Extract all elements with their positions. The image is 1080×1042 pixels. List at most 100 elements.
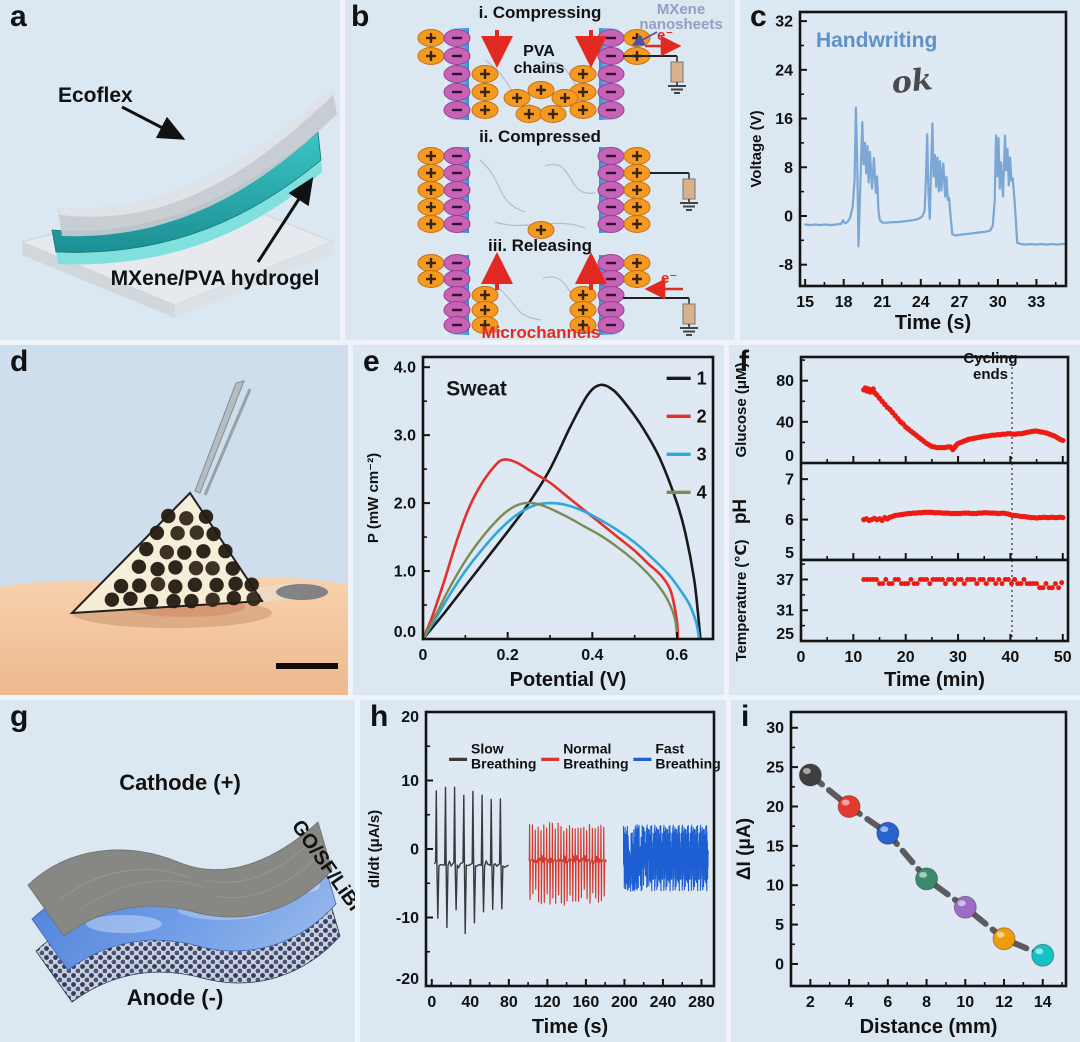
panel-g: g (0, 700, 367, 1042)
step-compressing-label: i. Compressing (479, 3, 602, 22)
anode-label: Anode (-) (127, 985, 224, 1010)
hydrogel-label: MXene/PVA hydrogel (111, 267, 320, 290)
step-compressed-label: ii. Compressed (479, 127, 601, 146)
breathing-signal-chart: 0 40 80 120 160 200 240 280 -20 -10 0 10 20 Time (s) d… (362, 702, 724, 1040)
svg-text:10: 10 (401, 773, 419, 790)
svg-text:2: 2 (697, 406, 707, 426)
step-releasing-label: iii. Releasing (488, 236, 592, 255)
panel-d: d (0, 345, 348, 695)
svg-text:0.6: 0.6 (666, 647, 688, 664)
svg-text:30: 30 (766, 720, 784, 737)
svg-text:4: 4 (845, 994, 854, 1011)
pva-label-line1: PVA (523, 43, 555, 60)
svg-text:ΔI (μA): ΔI (μA) (734, 818, 755, 880)
svg-text:37: 37 (776, 572, 794, 589)
svg-text:Fast: Fast (655, 740, 684, 756)
mechanism-diagram: i. Compressing MXene nanosheets PVA chai… (416, 1, 723, 342)
svg-text:200: 200 (611, 994, 638, 1011)
svg-text:Breathing: Breathing (655, 755, 720, 771)
svg-text:8: 8 (922, 994, 931, 1011)
svg-text:Time (s): Time (s) (532, 1016, 608, 1038)
svg-text:27: 27 (950, 294, 968, 311)
sweat-power-chart: 0 0.2 0.4 0.6 0.0 1.0 2.0 3.0 4.0 Potential (V) P … (361, 347, 721, 693)
svg-text:280: 280 (688, 994, 715, 1011)
svg-text:4: 4 (697, 482, 707, 502)
svg-text:5: 5 (775, 917, 784, 934)
svg-text:-10: -10 (396, 910, 419, 927)
panel-a: a Ecoflex MXene/PVA hydrogel (0, 0, 340, 340)
panel-i-label: i (741, 700, 750, 733)
handwriting-voltage-chart: 15 18 21 24 27 30 33 -8 0 8 16 24 32 Time (s) Voltage … (744, 4, 1076, 336)
svg-text:ok: ok (890, 62, 934, 101)
svg-text:40: 40 (1002, 649, 1020, 666)
svg-text:40: 40 (461, 994, 479, 1011)
panel-i: i 2 4 6 8 10 12 14 0 5 10 15 20 25 30 Distance (mm) ΔI … (731, 700, 1080, 1042)
svg-text:Time (s): Time (s) (895, 312, 971, 334)
panel-e: e 0 0.2 0.4 0.6 0.0 1.0 2.0 3.0 4.0 Potential (V)… (353, 345, 724, 695)
svg-text:6: 6 (785, 512, 794, 529)
svg-text:0: 0 (797, 649, 806, 666)
svg-text:Potential (V): Potential (V) (510, 669, 627, 691)
svg-text:18: 18 (835, 294, 853, 311)
cathode-label: Cathode (+) (119, 770, 241, 795)
svg-text:Voltage (V): Voltage (V) (748, 110, 765, 187)
svg-text:10: 10 (956, 994, 974, 1011)
svg-text:160: 160 (573, 994, 600, 1011)
svg-text:Temperature (℃): Temperature (℃) (733, 539, 750, 661)
svg-text:20: 20 (401, 709, 419, 726)
svg-text:16: 16 (775, 111, 793, 128)
ecoflex-highlight (58, 88, 333, 217)
mxene-label-line1: MXene (657, 1, 705, 18)
svg-text:-20: -20 (396, 971, 419, 988)
panel-a-label: a (10, 0, 27, 33)
svg-text:P (mW cm⁻²): P (mW cm⁻²) (365, 453, 382, 543)
svg-text:15: 15 (796, 294, 814, 311)
svg-text:pH: pH (730, 499, 751, 524)
svg-text:240: 240 (650, 994, 677, 1011)
cathode-layer (27, 821, 333, 937)
svg-text:Time (min): Time (min) (884, 669, 985, 691)
svg-text:0: 0 (784, 208, 793, 225)
svg-text:20: 20 (766, 799, 784, 816)
panel-c: c 15 18 21 24 27 30 33 -8 0 8 16 24 32 Time (s) Voltag… (740, 0, 1080, 340)
battery-layers-illustration: Cathode (+) GO/SF/LiBr Anode (-) (27, 770, 367, 1010)
electrode-dot-array (104, 508, 261, 609)
panel-c-label: c (750, 0, 767, 33)
hydrogel-front-edge (56, 158, 322, 265)
svg-text:7: 7 (785, 472, 794, 489)
pva-label-line2: chains (514, 60, 565, 77)
glucose-chart: 0 40 80 Glucose (μM) Cycling ends (729, 349, 1080, 465)
svg-text:3.0: 3.0 (394, 428, 416, 445)
svg-text:2: 2 (806, 994, 815, 1011)
svg-text:33: 33 (1028, 294, 1046, 311)
connector-piece (276, 584, 328, 600)
svg-text:6: 6 (883, 994, 892, 1011)
panel-f-label: f (739, 345, 749, 378)
svg-text:80: 80 (500, 994, 518, 1011)
svg-text:2.0: 2.0 (394, 496, 416, 513)
panel-h: h 0 40 80 120 160 200 240 280 -20 -10 0 10 20 Time (s… (360, 700, 726, 1042)
panel-g-label: g (10, 700, 29, 733)
panel-f: f 0 40 80 Glucose (μM) Cycling ends 5 6 7 pH 0 10… (729, 345, 1080, 695)
svg-text:40: 40 (776, 414, 794, 431)
svg-text:Slow: Slow (471, 740, 504, 756)
svg-text:10: 10 (844, 649, 862, 666)
svg-text:50: 50 (1054, 649, 1072, 666)
svg-text:Breathing: Breathing (563, 755, 628, 771)
ecoflex-layer (58, 88, 337, 237)
panel-d-label: d (10, 345, 29, 378)
tweezers-arm (203, 388, 252, 496)
svg-text:15: 15 (766, 838, 784, 855)
svg-text:0.4: 0.4 (581, 647, 603, 664)
svg-text:1: 1 (697, 368, 707, 388)
ecoflex-arrow (121, 105, 186, 140)
electron-label-releasing: e⁻ (661, 270, 677, 287)
svg-text:1.0: 1.0 (394, 564, 416, 581)
svg-text:10: 10 (766, 878, 784, 895)
svg-text:25: 25 (766, 760, 784, 777)
panel-b-label: b (351, 0, 370, 33)
svg-text:4.0: 4.0 (394, 360, 416, 377)
svg-text:31: 31 (776, 603, 794, 620)
svg-text:Distance (mm): Distance (mm) (860, 1016, 998, 1038)
